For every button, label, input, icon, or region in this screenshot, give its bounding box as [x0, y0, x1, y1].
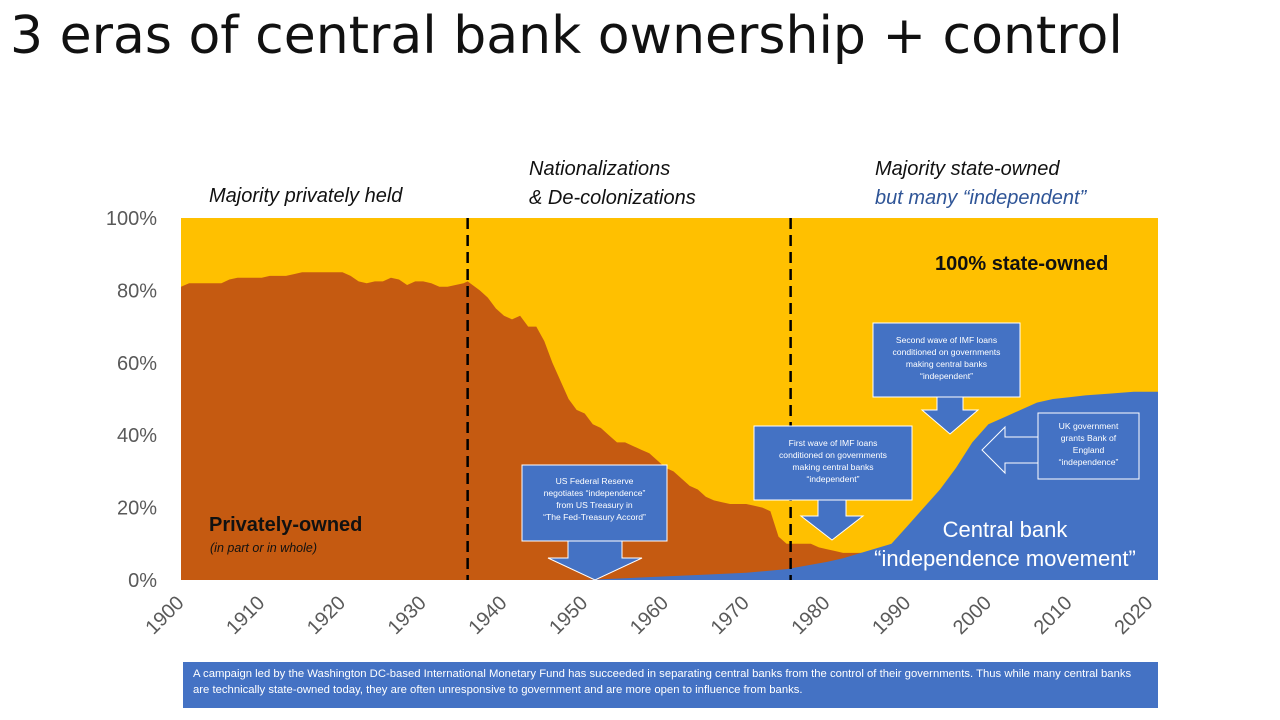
- x-tick-label: 2020: [1110, 592, 1157, 639]
- callout-imf2-line3: making central banks: [906, 359, 987, 369]
- callout-uk-line3: England: [1073, 445, 1105, 455]
- x-tick-label: 2000: [949, 592, 996, 639]
- callout-imf1-line4: “independent”: [806, 474, 859, 484]
- footnote-box: A campaign led by the Washington DC-base…: [183, 662, 1158, 708]
- callout-imf-first-wave: First wave of IMF loans conditioned on g…: [753, 425, 913, 541]
- era-label-independent: but many “independent”: [875, 187, 1088, 209]
- callout-imf2-line2: conditioned on governments: [893, 347, 1001, 357]
- y-axis: 0% 20% 40% 60% 80% 100%: [106, 208, 157, 592]
- x-tick-label: 1930: [384, 592, 431, 639]
- x-tick-label: 1900: [142, 592, 189, 639]
- footnote-text: A campaign led by the Washington DC-base…: [193, 668, 1132, 696]
- callout-imf-second-wave: Second wave of IMF loans conditioned on …: [872, 322, 1021, 435]
- era-label-state-owned: Majority state-owned: [875, 158, 1060, 180]
- callout-uk-line4: “independence”: [1059, 457, 1119, 467]
- era-label-private: Majority privately held: [209, 185, 403, 207]
- era-label-decolonizations: & De-colonizations: [529, 187, 696, 209]
- left-arrow-icon: [981, 425, 1040, 475]
- callout-fed-line1: US Federal Reserve: [556, 476, 634, 486]
- x-tick-label: 1990: [868, 592, 915, 639]
- region-label-independence-2: “independence movement”: [874, 546, 1136, 571]
- callout-uk-line2: grants Bank of: [1061, 433, 1117, 443]
- y-tick-label: 20%: [117, 498, 157, 520]
- down-arrow-icon: [547, 539, 643, 581]
- callout-imf1-line3: making central banks: [792, 462, 873, 472]
- y-tick-label: 0%: [128, 570, 157, 592]
- region-label-private: Privately-owned: [209, 514, 362, 536]
- x-tick-label: 1920: [303, 592, 350, 639]
- callout-fed-line4: “The Fed-Treasury Accord”: [543, 512, 646, 522]
- y-tick-label: 60%: [117, 353, 157, 375]
- callout-imf2-line4: “independent”: [920, 371, 973, 381]
- callout-imf1-line1: First wave of IMF loans: [789, 438, 878, 448]
- callout-fed-line2: negotiates “independence”: [544, 488, 646, 498]
- x-tick-label: 2010: [1030, 592, 1077, 639]
- callout-uk-boe: UK government grants Bank of England “in…: [981, 412, 1140, 480]
- down-arrow-icon: [920, 395, 980, 435]
- callout-fed-accord: US Federal Reserve negotiates “independe…: [521, 464, 668, 581]
- plot-areas: [181, 218, 1158, 580]
- y-tick-label: 100%: [106, 208, 157, 230]
- era-dividers: [466, 218, 792, 580]
- region-label-state-owned: 100% state-owned: [935, 253, 1108, 275]
- x-tick-label: 1950: [545, 592, 592, 639]
- x-tick-label: 1970: [707, 592, 754, 639]
- x-tick-label: 1980: [787, 592, 834, 639]
- callout-fed-line3: from US Treasury in: [556, 500, 633, 510]
- x-tick-label: 1910: [222, 592, 269, 639]
- callout-uk-line1: UK government: [1059, 421, 1119, 431]
- down-arrow-icon: [799, 498, 865, 541]
- era-label-nationalizations: Nationalizations: [529, 158, 670, 180]
- y-tick-label: 40%: [117, 425, 157, 447]
- x-tick-label: 1940: [464, 592, 511, 639]
- callout-imf2-line1: Second wave of IMF loans: [896, 335, 997, 345]
- region-label-independence-1: Central bank: [943, 517, 1069, 542]
- region-label-private-note: (in part or in whole): [210, 541, 317, 555]
- x-axis: 1900 1910 1920 1930 1940 1950 1960 1970 1980 1990…: [142, 592, 1158, 639]
- y-tick-label: 80%: [117, 280, 157, 302]
- x-tick-label: 1960: [626, 592, 673, 639]
- slide-title: 3 eras of central bank ownership + contr…: [10, 6, 1123, 66]
- callout-imf1-line2: conditioned on governments: [779, 450, 887, 460]
- area-privately-owned: [181, 272, 1158, 580]
